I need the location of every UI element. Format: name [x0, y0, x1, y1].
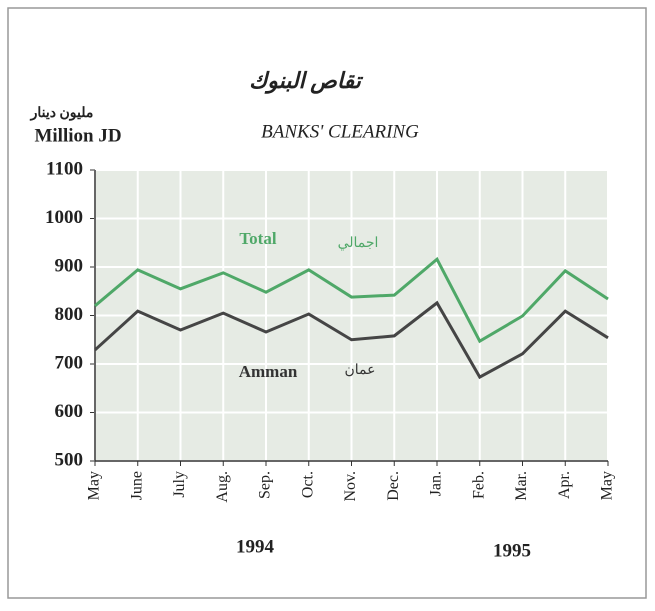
x-tick-label: June	[128, 471, 145, 500]
y-tick-label: 1000	[45, 207, 83, 228]
x-tick-label: Aug.	[214, 471, 231, 503]
frame	[7, 7, 647, 599]
x-tick-label: Mar.	[513, 471, 530, 501]
y-tick-label: 800	[55, 304, 84, 325]
x-tick-label: May	[86, 471, 103, 500]
series-label: Amman	[239, 362, 298, 381]
x-tick-label: July	[171, 471, 188, 498]
x-tick-label: Sep.	[257, 471, 274, 499]
x-tick-label: Jan.	[428, 471, 445, 496]
year-label: 1994	[236, 536, 275, 557]
x-tick-label: Dec.	[385, 471, 402, 501]
x-tick-label: Feb.	[470, 471, 487, 499]
y-axis-label-ar: مليون دينار	[30, 106, 94, 121]
x-tick-label: May	[599, 471, 616, 500]
y-tick-label: 600	[55, 401, 84, 422]
series-line	[94, 256, 609, 344]
y-tick-label: 700	[55, 352, 84, 373]
series-label-ar: اجمالي	[338, 236, 379, 251]
x-tick-label: Oct.	[299, 471, 316, 498]
series-label: Total	[239, 229, 276, 248]
x-tick-label: Apr.	[556, 471, 573, 499]
y-tick-label: 1100	[46, 158, 83, 179]
series-line	[93, 300, 609, 380]
y-tick-label: 900	[55, 255, 84, 276]
x-tick-label: Nov.	[342, 471, 359, 502]
y-tick-label: 500	[55, 449, 84, 470]
year-label: 1995	[493, 540, 531, 561]
chart-subtitle: BANKS' CLEARING	[261, 121, 419, 142]
chart-title: تقاص البنوك	[249, 68, 364, 94]
series-label-ar: عمان	[345, 363, 376, 378]
y-axis-label: Million JD	[34, 125, 121, 146]
